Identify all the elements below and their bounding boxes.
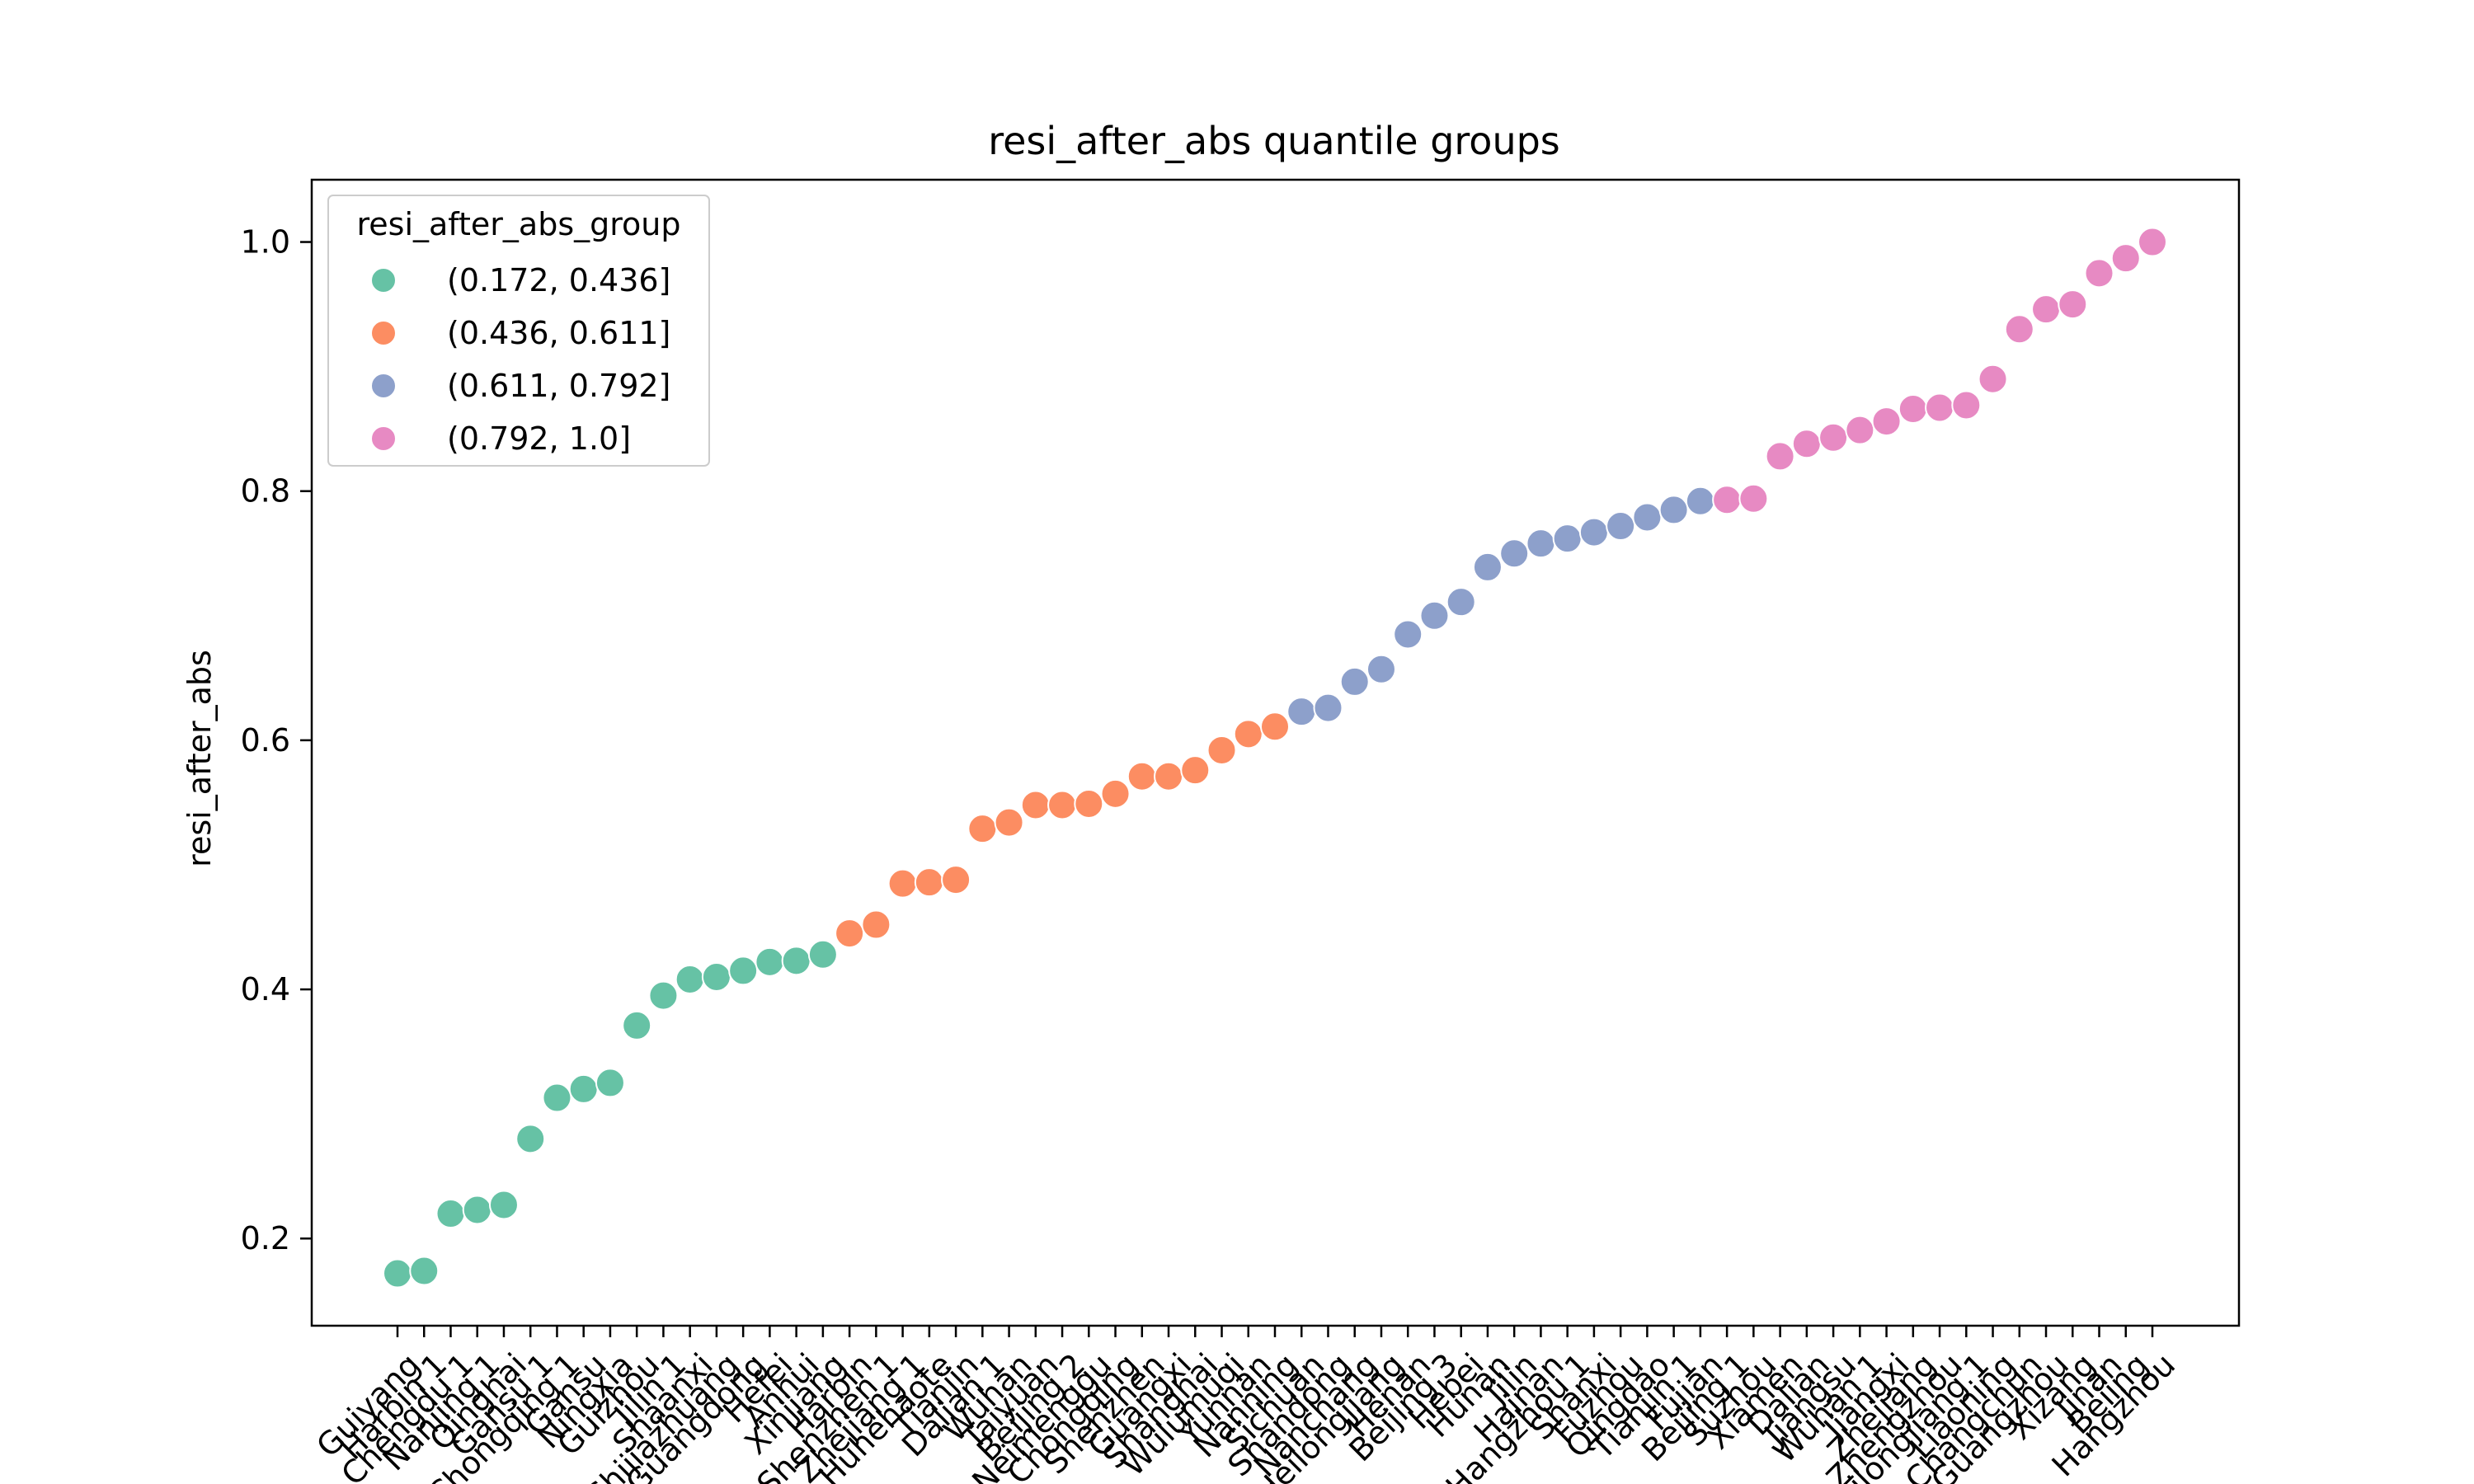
y-tick-label: 0.6 [241, 722, 290, 758]
y-tick-label: 0.4 [241, 971, 290, 1007]
data-point [1578, 517, 1609, 547]
data-point [515, 1124, 546, 1154]
legend-marker [370, 267, 397, 294]
data-point [1951, 390, 1982, 420]
data-point [755, 946, 785, 977]
legend-label: (0.792, 1.0] [447, 420, 631, 457]
data-point [835, 918, 865, 949]
data-point [1871, 406, 1902, 437]
data-point [1206, 735, 1237, 765]
data-point [1791, 429, 1822, 459]
data-point [435, 1199, 466, 1229]
data-point [595, 1068, 625, 1098]
data-point [542, 1082, 572, 1113]
data-point [1712, 485, 1743, 515]
data-point [1233, 719, 1263, 749]
y-tick-label: 0.8 [241, 473, 290, 510]
legend-box [327, 195, 710, 467]
data-point [1499, 538, 1530, 569]
data-point [1925, 392, 1955, 423]
legend-label: (0.172, 0.436] [447, 262, 670, 298]
data-point [1339, 666, 1370, 697]
data-point [1898, 394, 1928, 424]
data-point [622, 1010, 652, 1040]
data-point [1126, 761, 1157, 791]
legend-marker [370, 425, 397, 452]
data-point [675, 964, 705, 994]
data-point [383, 1258, 412, 1289]
data-point [1419, 600, 1450, 631]
data-point [1552, 524, 1583, 554]
data-point [1180, 755, 1211, 786]
data-point [1020, 790, 1051, 820]
data-point [648, 980, 679, 1011]
data-point [807, 939, 838, 970]
data-point [1100, 778, 1131, 809]
data-point [887, 868, 918, 899]
data-point [1526, 528, 1556, 559]
data-point [2058, 289, 2088, 320]
data-point [1685, 486, 1715, 516]
data-point [1366, 654, 1396, 684]
data-point [941, 865, 971, 895]
data-point [1286, 697, 1317, 727]
data-point [1393, 619, 1423, 650]
data-point [861, 909, 891, 940]
data-point [1658, 495, 1689, 525]
legend-label: (0.611, 0.792] [447, 368, 670, 404]
data-point [488, 1190, 519, 1220]
data-point [1738, 483, 1769, 514]
data-point [2004, 314, 2034, 345]
data-point [2110, 243, 2141, 274]
data-point [1606, 511, 1636, 542]
data-point [2084, 258, 2114, 289]
chart-title: resi_after_abs quantile groups [988, 119, 1560, 163]
y-tick-label: 0.2 [241, 1220, 290, 1256]
legend-label: (0.436, 0.611] [447, 315, 670, 351]
data-point [1313, 693, 1343, 723]
y-axis: 0.2 0.4 0.6 0.8 1.0 [241, 224, 312, 1256]
y-axis-label: resi_after_abs [181, 650, 218, 867]
legend: resi_after_abs_group (0.172, 0.436] (0.43… [327, 195, 710, 467]
data-point [2138, 227, 2167, 257]
data-point [1978, 364, 2008, 394]
legend-title: resi_after_abs_group [357, 206, 681, 242]
data-point [1260, 711, 1290, 742]
data-point [1154, 761, 1184, 791]
data-point [568, 1073, 599, 1104]
data-point [728, 956, 759, 986]
data-point [1074, 788, 1104, 819]
data-point [2031, 294, 2062, 325]
legend-marker [370, 373, 397, 399]
y-tick-label: 1.0 [241, 224, 290, 261]
data-point [1765, 441, 1795, 472]
data-point [967, 814, 998, 844]
data-point [781, 946, 811, 976]
legend-marker [370, 320, 397, 346]
data-point [994, 807, 1024, 838]
data-point [1818, 422, 1849, 453]
data-point [1446, 587, 1476, 618]
data-point [1632, 502, 1663, 533]
data-point [1472, 552, 1503, 582]
data-point [701, 961, 731, 992]
data-points [383, 227, 2167, 1289]
data-point [462, 1195, 492, 1225]
data-point [1047, 790, 1078, 820]
data-point [409, 1256, 440, 1286]
legend-entries: (0.172, 0.436] (0.436, 0.611] (0.611, 0.79… [370, 262, 670, 457]
data-point [1845, 415, 1875, 445]
data-point [914, 867, 944, 898]
